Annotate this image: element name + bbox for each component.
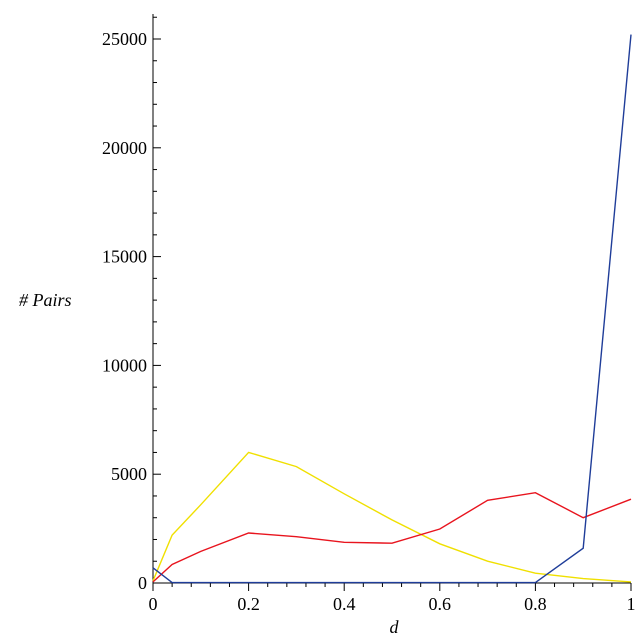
y-axis-title: # Pairs: [19, 290, 72, 310]
x-tick-label: 0.8: [524, 594, 547, 614]
y-tick-label: 0: [138, 573, 147, 593]
x-axis-title: d: [390, 617, 400, 637]
y-tick-label: 15000: [102, 247, 147, 267]
y-tick-label: 5000: [111, 464, 147, 484]
tick-marks: [152, 16, 632, 591]
series-line-2: [152, 491, 632, 583]
series-lines: [152, 34, 632, 584]
x-tick-label: 0: [149, 594, 158, 614]
series-line-3: [152, 34, 632, 584]
x-tick-label: 0.2: [237, 594, 260, 614]
tick-labels: 0 5000 10000 15000 20000 25000 0 0.2 0.4 0.6 0.8 1: [102, 29, 636, 614]
x-tick-label: 1: [627, 594, 636, 614]
y-tick-label: 20000: [102, 138, 147, 158]
y-tick-label: 25000: [102, 29, 147, 49]
y-tick-label: 10000: [102, 355, 147, 375]
x-tick-label: 0.4: [333, 594, 356, 614]
x-tick-label: 0.6: [429, 594, 452, 614]
series-line-1: [152, 451, 632, 583]
